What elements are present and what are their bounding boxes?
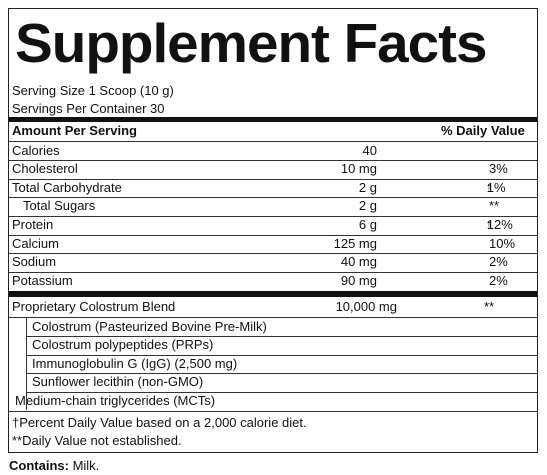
ingredient-name: Medium-chain triglycerides (MCTs) xyxy=(15,393,216,408)
amount: 40 mg xyxy=(340,254,377,270)
contains-label: Contains: xyxy=(9,458,69,473)
amount: 10,000 mg xyxy=(335,299,397,314)
nutrient-row: Sodium 40 mg 2% xyxy=(9,253,537,273)
nutrient-name: Protein xyxy=(12,217,54,232)
nutrient-row: Total Carbohydrate 2 g 1% † xyxy=(9,179,537,199)
daily-value: 12% † xyxy=(449,216,529,237)
column-label: Amount Per Serving xyxy=(12,123,137,138)
contains-value: Milk. xyxy=(72,458,100,473)
serving-size: Serving Size 1 Scoop (10 g) xyxy=(12,83,174,98)
dv-text: 2% xyxy=(489,272,508,288)
ingredient-name: Immunoglobulin G (IgG) (2,500 mg) xyxy=(32,355,238,371)
ingredient-name: Colostrum polypeptides (PRPs) xyxy=(32,337,214,353)
facts-panel: Supplement Facts Serving Size 1 Scoop (1… xyxy=(8,8,538,453)
dv-text: 2% xyxy=(489,254,508,270)
ingredient-name: Sunflower lecithin (non-GMO) xyxy=(32,374,204,390)
dv-text: ** xyxy=(489,198,500,214)
dv-text: 1% xyxy=(486,179,506,195)
column-label: % Daily Value xyxy=(441,123,525,138)
dv-text: 10% xyxy=(489,235,516,251)
nutrient-row: Calories 40 xyxy=(9,142,537,162)
dv-text: 12% xyxy=(486,217,513,232)
ingredient-row: Colostrum polypeptides (PRPs) xyxy=(26,336,537,356)
blend-row: Proprietary Colostrum Blend 10,000 mg ** xyxy=(9,298,537,318)
amount: 6 g xyxy=(358,217,377,232)
thick-rule xyxy=(9,291,537,297)
amount: 10 mg xyxy=(340,161,377,177)
nutrient-name: Total Carbohydrate xyxy=(12,179,122,195)
column-header: Amount Per Serving % Daily Value xyxy=(9,122,537,142)
title: Supplement Facts xyxy=(15,12,487,74)
nutrient-name: Calories xyxy=(12,142,60,158)
nutrient-name: Cholesterol xyxy=(12,161,78,177)
dv-text: 3% xyxy=(489,161,508,177)
amount: 2 g xyxy=(358,179,377,195)
daily-value: ** xyxy=(483,299,495,314)
contains: Contains: Milk. xyxy=(9,458,99,473)
nutrient-name: Total Sugars xyxy=(23,198,96,214)
amount: 90 mg xyxy=(340,272,377,288)
nutrient-row: Potassium 90 mg 2% xyxy=(9,272,537,291)
amount: 2 g xyxy=(358,198,377,214)
thick-rule xyxy=(9,117,537,122)
nutrient-row: Calcium 125 mg 10% xyxy=(9,235,537,255)
ingredient-name: Colostrum (Pasteurized Bovine Pre-Milk) xyxy=(32,318,267,334)
ingredient-row: Colostrum (Pasteurized Bovine Pre-Milk) xyxy=(26,318,537,338)
footnote: **Daily Value not established. xyxy=(12,433,182,448)
nutrient-name: Sodium xyxy=(12,254,57,270)
dv-note: † xyxy=(486,220,492,229)
nutrient-name: Calcium xyxy=(12,235,59,251)
dv-note: † xyxy=(486,182,492,192)
nutrient-row: Total Sugars 2 g ** xyxy=(9,197,537,217)
ingredient-row: Immunoglobulin G (IgG) (2,500 mg) xyxy=(26,355,537,375)
ingredient-row: Medium-chain triglycerides (MCTs) xyxy=(9,392,537,412)
amount: 40 xyxy=(362,142,377,158)
nutrient-name: Potassium xyxy=(12,272,73,288)
servings-per-container: Servings Per Container 30 xyxy=(12,101,165,116)
footnote: †Percent Daily Value based on a 2,000 ca… xyxy=(12,415,307,430)
nutrient-row: Cholesterol 10 mg 3% xyxy=(9,160,537,180)
daily-value: 1% † xyxy=(449,179,529,200)
blend-name: Proprietary Colostrum Blend xyxy=(12,299,176,314)
indent-rule xyxy=(26,317,27,410)
amount: 125 mg xyxy=(333,235,377,251)
ingredient-row: Sunflower lecithin (non-GMO) xyxy=(26,373,537,393)
nutrient-row: Protein 6 g 12% † xyxy=(9,216,537,236)
